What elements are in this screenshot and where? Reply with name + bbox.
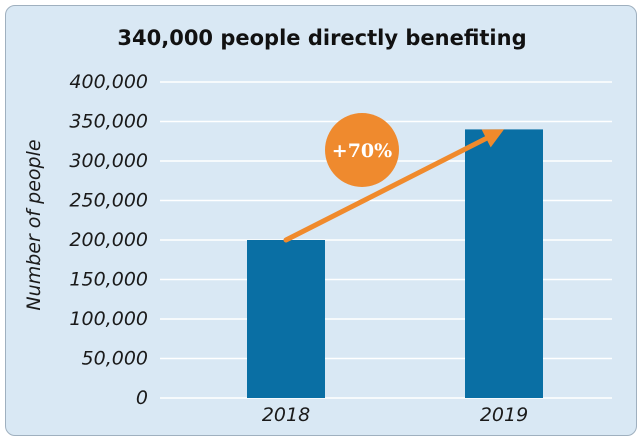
y-tick-label: 300,000 xyxy=(69,150,148,172)
growth-badge-label: +70% xyxy=(332,140,392,162)
y-tick-label: 0 xyxy=(136,387,148,409)
x-tick-label: 2019 xyxy=(480,404,528,426)
growth-arrow-line xyxy=(283,135,489,243)
bars xyxy=(247,129,543,398)
bar-2018 xyxy=(247,240,325,398)
growth-arrow-head xyxy=(481,129,504,148)
x-tick-label: 2018 xyxy=(262,404,310,426)
y-tick-label: 400,000 xyxy=(69,71,148,93)
y-tick-label: 200,000 xyxy=(69,229,148,251)
y-tick-label: 350,000 xyxy=(69,111,148,133)
y-tick-label: 250,000 xyxy=(69,190,148,212)
y-tick-labels: 0 50,000 100,000 150,000 200,000 250,000 300,0… xyxy=(69,71,148,409)
y-tick-label: 50,000 xyxy=(82,348,148,370)
bar-2019 xyxy=(465,129,543,398)
growth-annotation: +70% xyxy=(283,113,504,243)
y-tick-label: 100,000 xyxy=(69,308,148,330)
y-tick-label: 150,000 xyxy=(69,269,148,291)
growth-badge xyxy=(325,113,399,187)
x-tick-labels: 2018 2019 xyxy=(262,404,528,426)
chart-title: 340,000 people directly benefiting xyxy=(117,26,526,50)
y-axis-label: Number of people xyxy=(23,139,45,310)
